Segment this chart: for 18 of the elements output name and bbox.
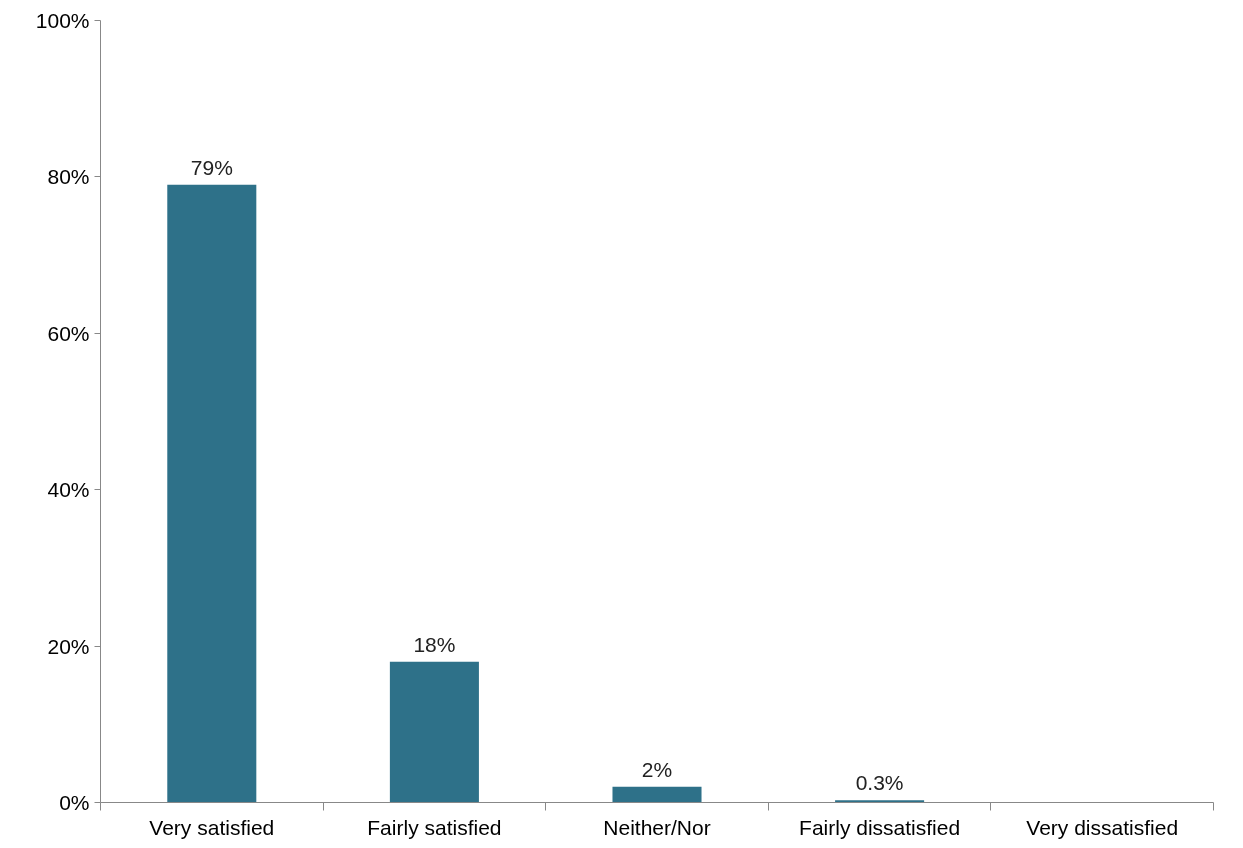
data-label: 18% (413, 632, 456, 656)
data-label: 2% (641, 757, 673, 781)
bar (167, 184, 257, 803)
y-tick-label: 80% (47, 165, 90, 189)
data-label: 0.3% (855, 771, 904, 795)
bar (389, 661, 479, 803)
y-tick-label: 60% (47, 321, 90, 345)
data-label: 79% (190, 155, 233, 179)
x-tick-label: Fairly dissatisfied (799, 815, 961, 839)
x-tick-label: Very satisfied (149, 815, 275, 839)
x-tick-label: Neither/Nor (603, 815, 711, 839)
y-tick-label: 20% (47, 634, 90, 658)
y-tick-label: 0% (59, 791, 90, 814)
y-tick-label: 40% (47, 478, 90, 502)
x-tick-label: Fairly satisfied (367, 815, 502, 839)
bar (612, 786, 702, 803)
x-tick-label: Very dissatisfied (1026, 815, 1179, 839)
y-tick-label: 100% (35, 9, 90, 32)
